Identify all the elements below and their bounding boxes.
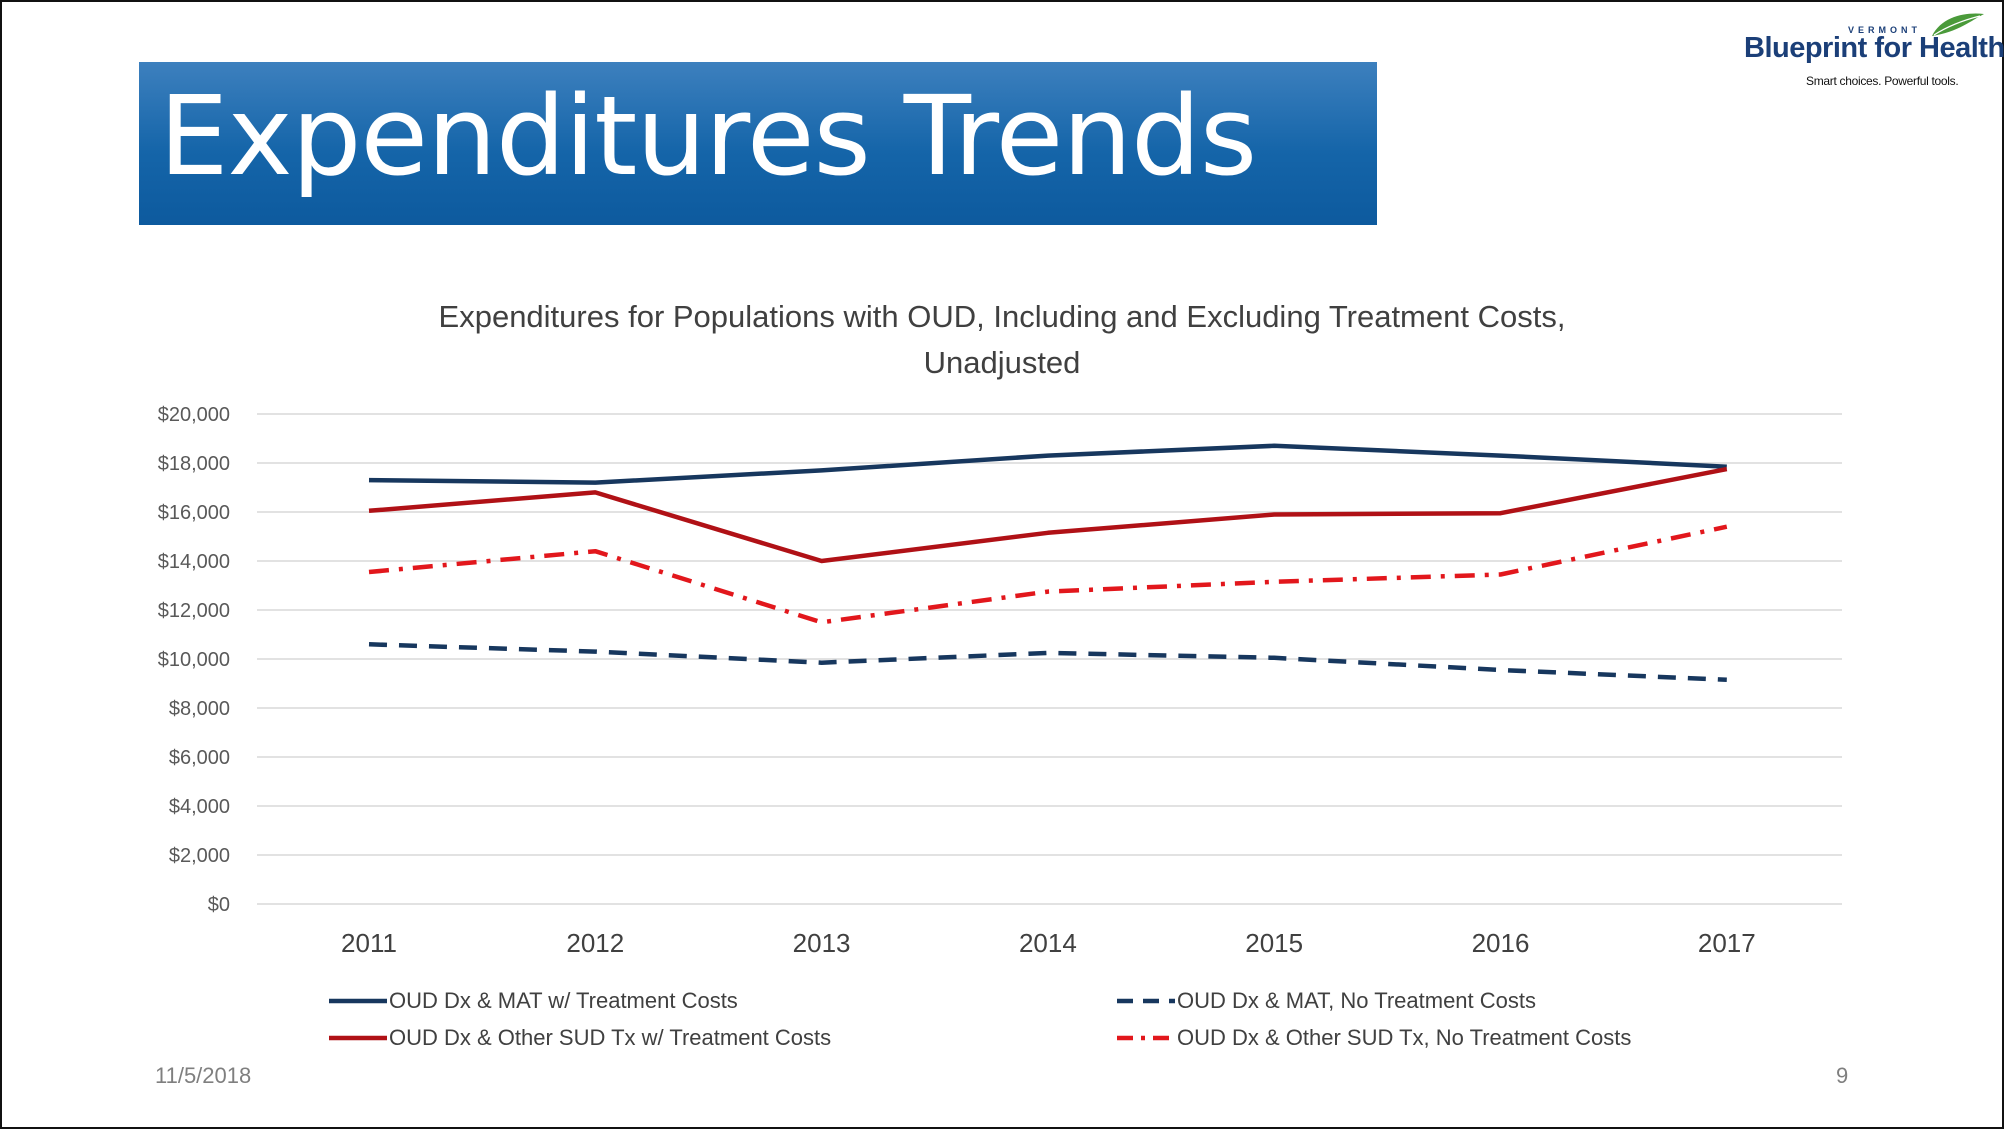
y-tick-label: $0 [208, 894, 230, 916]
y-tick-label: $14,000 [158, 551, 230, 573]
slide-title: Expenditures Trends [159, 72, 1257, 200]
x-tick-label: 2014 [1019, 928, 1077, 958]
x-tick-label: 2011 [341, 928, 397, 958]
logo-tagline: Smart choices. Powerful tools. [1806, 74, 1959, 88]
x-tick-label: 2013 [793, 928, 851, 958]
y-tick-label: $6,000 [169, 747, 230, 769]
y-tick-label: $20,000 [158, 404, 230, 426]
legend-item: OUD Dx & MAT, No Treatment Costs [1115, 986, 1536, 1016]
slide-page-number: 9 [1836, 1063, 1849, 1088]
legend-swatch [329, 998, 387, 1004]
chart-title-line-2: Unadjusted [923, 345, 1081, 380]
series-line-4 [368, 524, 1728, 625]
y-tick-label: $8,000 [169, 698, 230, 720]
y-tick-label: $12,000 [158, 600, 230, 622]
logo-vermont-text: VERMONT [1848, 25, 1921, 35]
y-tick-label: $10,000 [158, 649, 230, 671]
y-tick-label: $18,000 [158, 453, 230, 475]
logo-main-text: Blueprint for Health [1744, 32, 2004, 64]
leaf-icon [1932, 13, 1984, 36]
legend-label: OUD Dx & MAT w/ Treatment Costs [389, 988, 738, 1013]
chart-title-line-1: Expenditures for Populations with OUD, I… [438, 299, 1566, 334]
y-tick-label: $4,000 [169, 796, 230, 818]
y-tick-label: $2,000 [169, 845, 230, 867]
legend-swatch [1117, 1035, 1175, 1041]
legend-swatch [329, 1035, 387, 1041]
series-line-2 [368, 642, 1727, 683]
legend-label: OUD Dx & MAT, No Treatment Costs [1177, 988, 1537, 1013]
legend-label: OUD Dx & Other SUD Tx, No Treatment Cost… [1177, 1025, 1632, 1050]
legend-item: OUD Dx & Other SUD Tx w/ Treatment Costs [327, 1023, 831, 1053]
x-tick-label: 2016 [1472, 928, 1530, 958]
series-line-1 [368, 443, 1727, 485]
legend-swatch [1117, 998, 1175, 1004]
blueprint-logo: VERMONT Blueprint for Health Smart choic… [1732, 10, 2004, 90]
x-tick-label: 2017 [1698, 928, 1756, 958]
legend-item: OUD Dx & Other SUD Tx, No Treatment Cost… [1115, 1023, 1631, 1053]
legend-label: OUD Dx & Other SUD Tx w/ Treatment Costs [389, 1025, 832, 1050]
title-banner: Expenditures Trends [139, 62, 1377, 225]
legend-item: OUD Dx & MAT w/ Treatment Costs [327, 986, 738, 1016]
slide-date: 11/5/2018 [155, 1063, 252, 1088]
x-tick-label: 2015 [1245, 928, 1303, 958]
chart-title: Expenditures for Populations with OUD, I… [302, 294, 1702, 386]
y-tick-label: $16,000 [158, 502, 230, 524]
x-tick-label: 2012 [566, 928, 624, 958]
